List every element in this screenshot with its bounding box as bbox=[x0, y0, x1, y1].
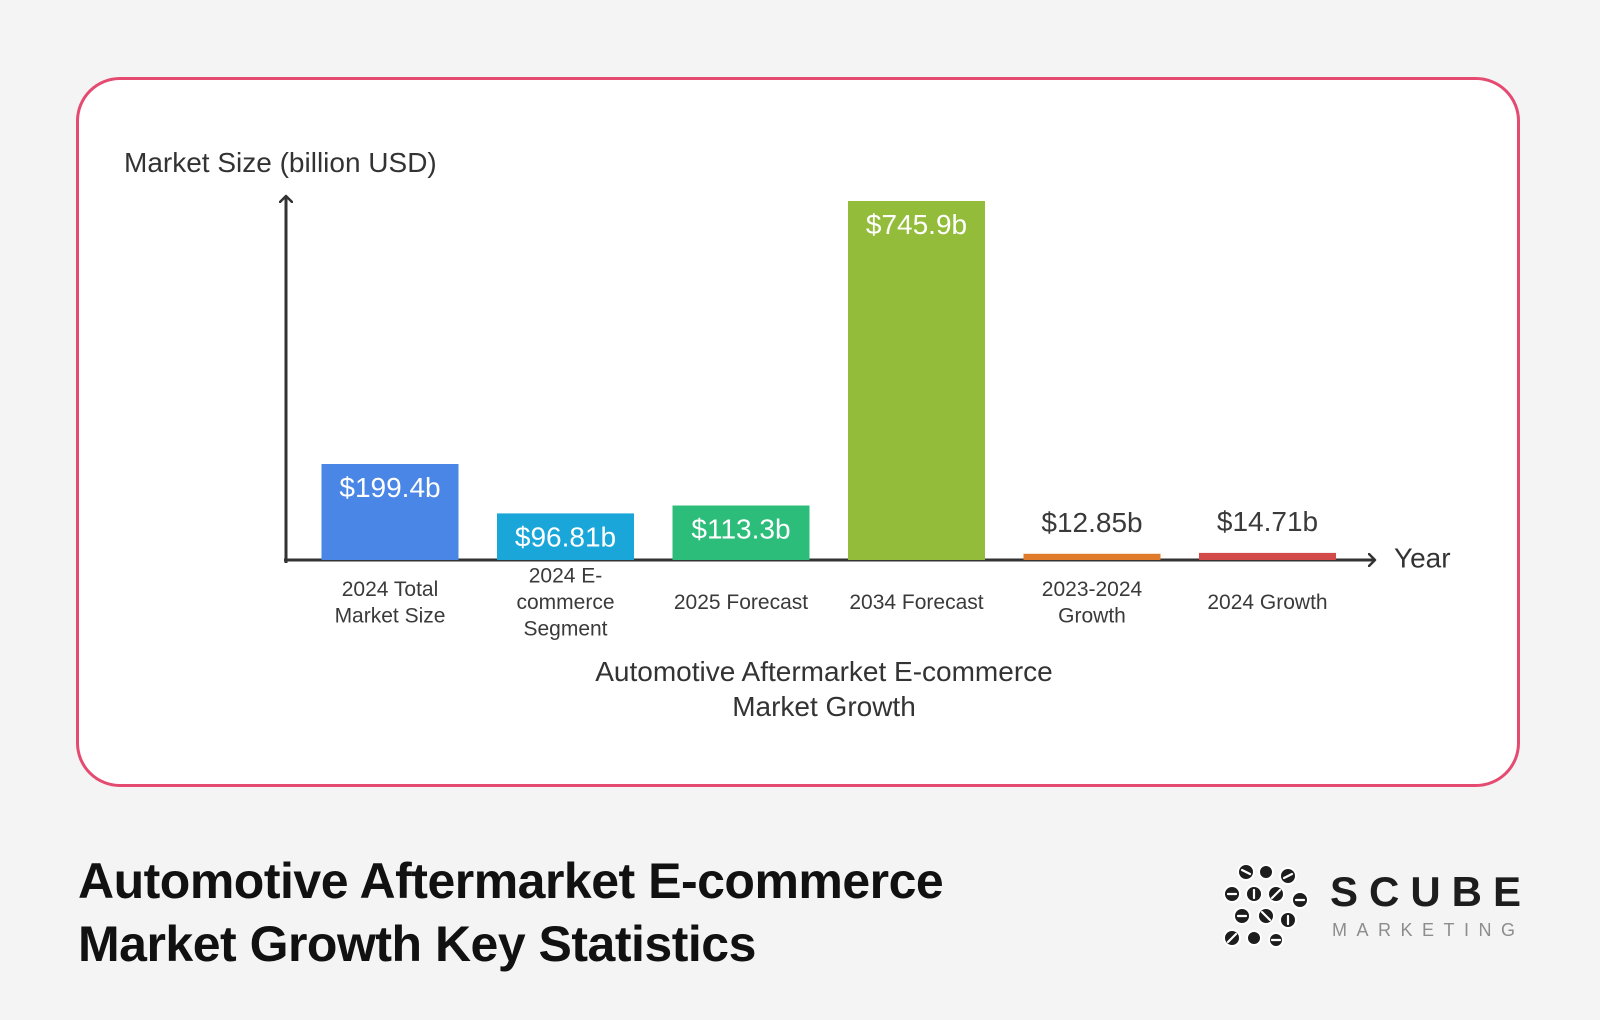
category-label-2025-forecast: 2025 Forecast bbox=[674, 591, 808, 614]
footer-title: Automotive Aftermarket E-commerce Market… bbox=[78, 850, 944, 976]
value-label-2024-growth: $14.71b bbox=[1217, 506, 1318, 537]
category-label-2024-total-market-size: 2024 Total Market Size bbox=[335, 578, 446, 628]
bar-2023-2024-growth bbox=[1023, 553, 1161, 560]
x-axis-title: Year bbox=[1394, 542, 1451, 573]
bar-2024-total-market-size bbox=[321, 464, 459, 560]
y-axis-title: Market Size (billion USD) bbox=[124, 147, 437, 178]
category-label-2024-e-commerce-segment: 2024 E-commerce Segment bbox=[516, 565, 614, 641]
value-label-2025-forecast: $113.3b bbox=[691, 514, 790, 545]
value-label-2034-forecast: $745.9b bbox=[866, 209, 967, 240]
bar-2034-forecast bbox=[848, 201, 985, 560]
value-label-2024-total-market-size: $199.4b bbox=[339, 472, 440, 503]
value-label-2024-e-commerce-segment: $96.81b bbox=[515, 521, 616, 552]
value-labels-group: $199.4b $96.81b $113.3b $745.9b $12.85b $14.7… bbox=[339, 209, 1318, 552]
category-label-2023-2024-growth: 2023-2024 Growth bbox=[1042, 578, 1143, 628]
bar-2024-growth bbox=[1199, 552, 1336, 560]
bars-group bbox=[321, 201, 1336, 560]
brand-logo: SCUBE MARKETING bbox=[1222, 860, 1532, 950]
footer-title-line-1: Automotive Aftermarket E-commerce bbox=[78, 853, 944, 909]
value-label-2023-2024-growth: $12.85b bbox=[1041, 507, 1142, 538]
bar-chart: Market Size (billion USD) Year $199.4b $9… bbox=[124, 147, 1451, 722]
scube-logo-icon bbox=[1223, 864, 1309, 948]
bar-2025-forecast bbox=[672, 505, 810, 560]
brand-tagline: MARKETING bbox=[1332, 920, 1525, 940]
bar-2024-e-commerce-segment bbox=[497, 513, 634, 560]
category-label-2024-growth: 2024 Growth bbox=[1207, 591, 1327, 614]
chart-card: Market Size (billion USD) Year $199.4b $9… bbox=[76, 77, 1520, 787]
footer-title-line-2: Market Growth Key Statistics bbox=[78, 916, 756, 972]
brand-name: SCUBE bbox=[1330, 868, 1533, 915]
chart-caption: Automotive Aftermarket E-commerce Market … bbox=[595, 656, 1052, 722]
category-label-2034-forecast: 2034 Forecast bbox=[849, 591, 983, 614]
category-labels-group: 2024 Total Market Size 2024 E-commerce Segm… bbox=[335, 565, 1328, 641]
